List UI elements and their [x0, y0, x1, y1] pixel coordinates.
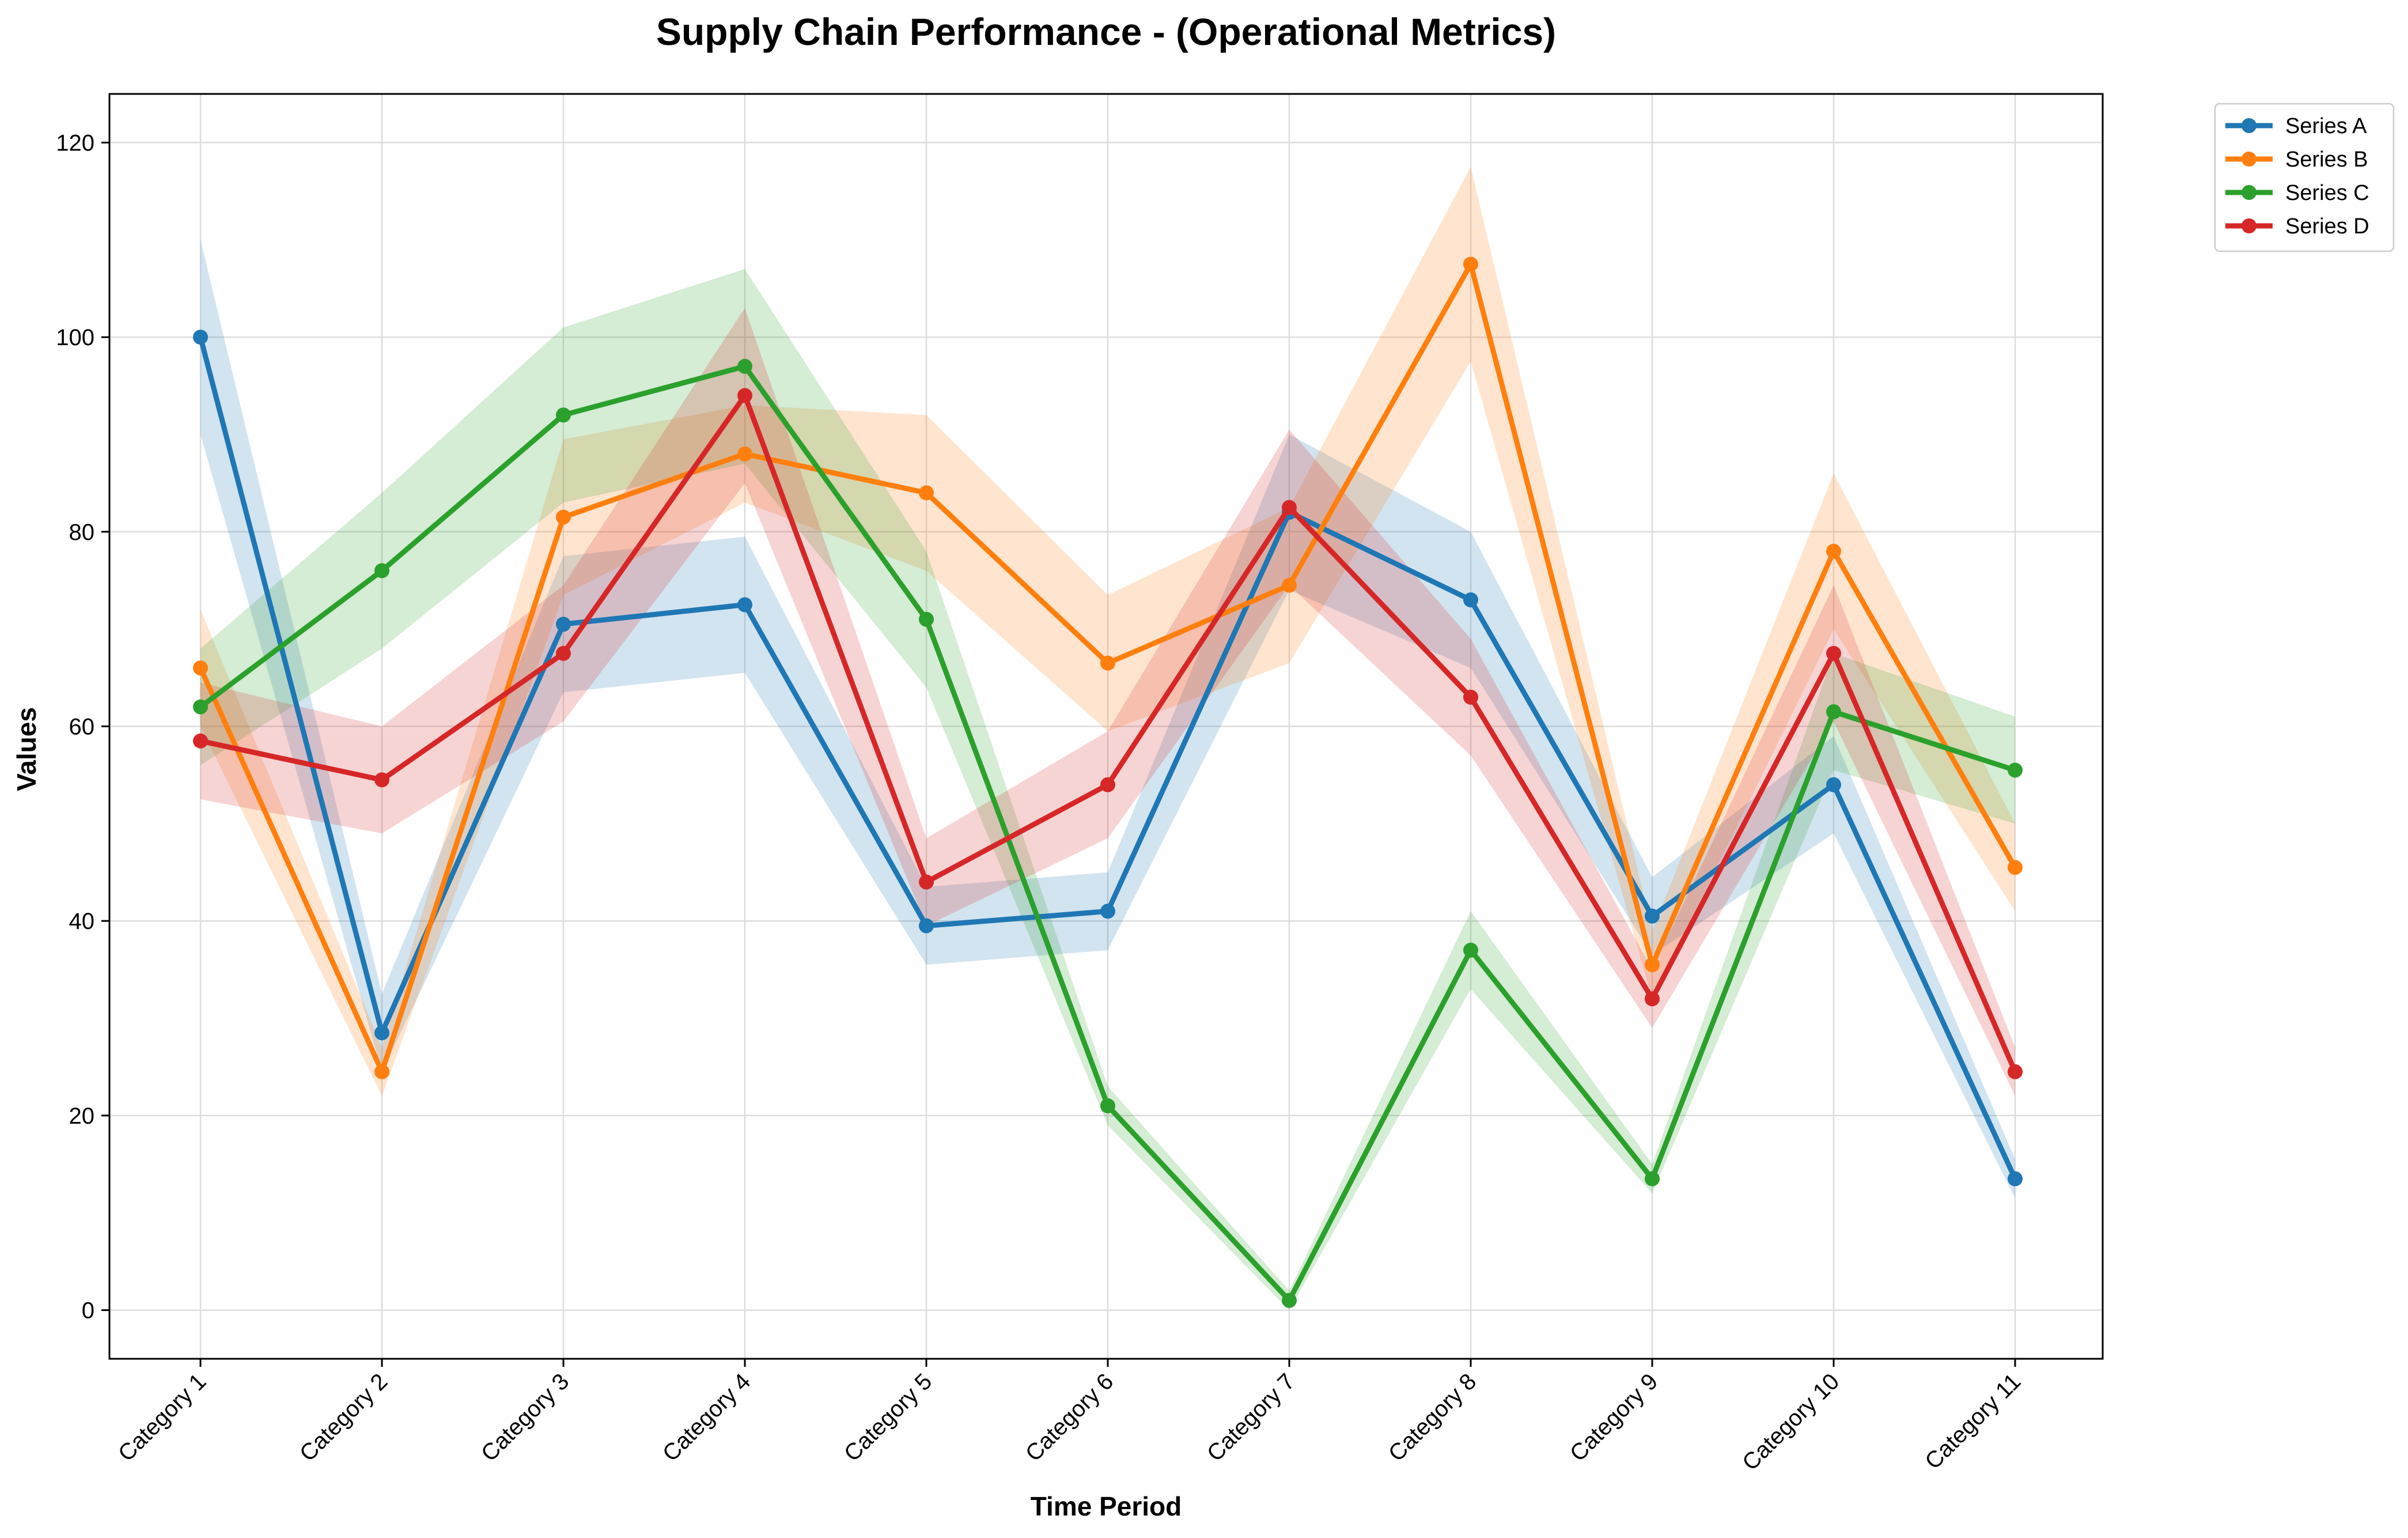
x-tick-label: Category 11: [1920, 1369, 2025, 1474]
y-tick-label: 80: [69, 520, 95, 545]
legend-swatch-marker: [2242, 118, 2256, 133]
x-tick-label: Category 1: [113, 1369, 211, 1466]
data-point: [374, 1025, 389, 1041]
x-tick-label: Category 10: [1737, 1369, 1844, 1475]
y-axis-label: Values: [12, 707, 41, 791]
y-tick-label: 0: [82, 1298, 94, 1324]
x-tick-label: Category 4: [658, 1369, 755, 1466]
data-point: [2008, 1171, 2023, 1186]
data-point: [2008, 860, 2023, 875]
data-point: [1826, 704, 1841, 720]
data-point: [193, 330, 208, 345]
data-point: [737, 388, 752, 403]
data-point: [1826, 543, 1841, 559]
x-tick-label: Category 3: [476, 1369, 574, 1466]
data-point: [1463, 689, 1478, 705]
data-point: [1645, 1171, 1660, 1186]
legend-swatch-marker: [2242, 218, 2256, 233]
data-point: [2008, 1064, 2023, 1079]
chart-title: Supply Chain Performance - (Operational …: [656, 10, 1556, 53]
x-tick-label: Category 9: [1565, 1369, 1663, 1466]
data-point: [374, 1064, 389, 1079]
series-band: [200, 167, 2015, 1097]
legend-label: Series C: [2285, 181, 2369, 205]
data-point: [1826, 777, 1841, 792]
data-point: [1645, 991, 1660, 1007]
legend-box: [2214, 103, 2395, 252]
data-point: [1282, 577, 1297, 593]
data-point: [919, 874, 934, 890]
x-tick-label: Category 6: [1021, 1369, 1118, 1466]
data-point: [919, 611, 934, 627]
data-point: [1282, 1293, 1297, 1308]
y-tick-label: 20: [69, 1104, 95, 1129]
data-point: [556, 407, 571, 423]
y-tick-label: 40: [69, 909, 95, 934]
data-point: [1100, 777, 1115, 792]
data-point: [1100, 655, 1115, 671]
series-band: [200, 308, 2015, 1097]
data-point: [919, 918, 934, 934]
data-point: [1463, 942, 1478, 958]
data-point: [1645, 908, 1660, 924]
legend-swatch-marker: [2242, 185, 2256, 200]
plot-area: 0 20 40 60 80 100 120 Category 1 Category 2 Categ…: [56, 93, 2104, 1475]
data-point: [1100, 1098, 1115, 1113]
legend-swatch-marker: [2242, 152, 2256, 167]
legend: Series A Series B Series C Series D: [2214, 103, 2395, 252]
data-point: [193, 733, 208, 749]
data-point: [374, 772, 389, 788]
legend-label: Series A: [2285, 114, 2367, 138]
legend-label: Series B: [2285, 148, 2368, 172]
data-point: [737, 597, 752, 613]
y-tick-label: 100: [56, 325, 94, 350]
legend-label: Series D: [2285, 214, 2369, 239]
data-point: [556, 645, 571, 661]
data-point: [1826, 645, 1841, 661]
x-tick-label: Category 7: [1202, 1369, 1300, 1466]
data-point: [1463, 592, 1478, 607]
x-tick-label: Category 5: [839, 1369, 937, 1466]
y-tick-label: 60: [69, 715, 95, 740]
x-axis-label: Time Period: [1031, 1491, 1182, 1521]
series-band: [200, 269, 2015, 1310]
y-tick-label: 120: [56, 130, 94, 156]
data-point: [1100, 904, 1115, 919]
data-point: [2008, 762, 2023, 778]
data-point: [1463, 256, 1478, 272]
data-point: [737, 358, 752, 374]
data-point: [737, 446, 752, 462]
x-tick-label: Category 8: [1384, 1369, 1481, 1466]
data-point: [374, 563, 389, 579]
x-tick-label: Category 2: [295, 1369, 392, 1466]
data-point: [1645, 957, 1660, 973]
data-point: [193, 699, 208, 715]
data-point: [193, 660, 208, 676]
data-point: [919, 485, 934, 501]
data-point: [556, 509, 571, 525]
data-point: [1282, 500, 1297, 515]
data-point: [556, 617, 571, 632]
